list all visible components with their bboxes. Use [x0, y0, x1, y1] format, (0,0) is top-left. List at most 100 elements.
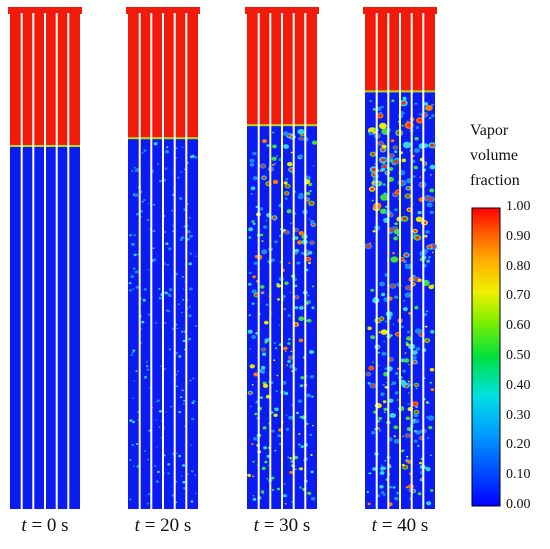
vapor-bubble [166, 263, 170, 266]
vapor-bubble [288, 338, 291, 341]
vapor-bubble [378, 331, 381, 334]
vapor-bubble [286, 209, 292, 214]
vapor-bubble [182, 288, 185, 290]
fuel-rod [138, 13, 141, 509]
vapor-bubble [381, 144, 387, 149]
vapor-bubble [275, 155, 278, 157]
vapor-bubble [146, 218, 150, 221]
vapor-bubble [311, 496, 316, 501]
vapor-bubble-core [404, 253, 409, 257]
vapor-bubble [411, 355, 417, 360]
vapor-bubble [417, 492, 422, 496]
fuel-rod [292, 13, 295, 509]
vapor-bubble [407, 380, 410, 383]
vapor-bubble [391, 99, 395, 103]
vapor-bubble [131, 420, 136, 424]
vapor-bubble [402, 141, 412, 149]
vapor-bubble [155, 401, 157, 403]
vapor-bubble [413, 165, 418, 170]
vapor-bubble [147, 203, 150, 205]
vapor-bubble [140, 210, 144, 213]
vapor-bubble [382, 162, 385, 164]
vapor-bubble [380, 392, 385, 397]
vapor-bubble-core [370, 187, 374, 191]
fuel-rod [281, 13, 283, 509]
vapor-bubble [283, 181, 288, 185]
vapor-bubble [141, 320, 145, 324]
vapor-bubble [177, 176, 180, 179]
vapor-bubble [128, 233, 133, 237]
vapor-bubble [295, 411, 300, 415]
vapor-bubble [298, 338, 304, 343]
vapor-bubble [248, 271, 252, 275]
vapor-bubble [428, 284, 435, 290]
vapor-bubble [377, 351, 381, 354]
vapor-bubble [247, 329, 253, 334]
vapor-bubble [283, 483, 286, 485]
vapor-bubble [270, 411, 274, 414]
vapor-bubble [394, 222, 398, 226]
vapor-bubble [309, 219, 315, 224]
vapor-bubble [382, 183, 386, 186]
vapor-bubble [379, 122, 387, 130]
vapor-bubble [182, 298, 185, 301]
vapor-bubble [384, 460, 387, 462]
vapor-bubble [164, 150, 170, 154]
vapor-bubble [158, 296, 162, 300]
vapor-bubble [288, 262, 291, 264]
vapor-bubble [143, 199, 146, 201]
vapor-bubble-core [406, 434, 410, 437]
vapor-bubble [249, 405, 252, 408]
vapor-bubble [311, 395, 314, 398]
vapor-bubble-core [394, 160, 398, 164]
colorbar-tick-label: 0.00 [506, 497, 531, 512]
colorbar-tick-label: 0.30 [506, 407, 531, 423]
vapor-bubble [147, 313, 151, 316]
vapor-bubble [168, 348, 172, 351]
vapor-bubble [155, 480, 159, 483]
vapor-bubble [248, 314, 252, 317]
vapor-bubble [412, 154, 415, 158]
vapor-bubble [194, 255, 197, 258]
vapor-bubble [163, 263, 167, 265]
vapor-bubble [380, 194, 389, 201]
vapor-bubble [401, 158, 407, 163]
vapor-bubble [135, 443, 139, 445]
vapor-bubble [305, 422, 309, 425]
time-value: = 20 s [144, 515, 192, 536]
vapor-bubble-core [369, 366, 373, 370]
vapor-bubble [298, 306, 304, 310]
vapor-bubble [415, 419, 420, 423]
vapor-bubble [308, 182, 313, 187]
vapor-bubble [253, 372, 259, 377]
vapor-bubble [307, 294, 310, 297]
vapor-bubble [426, 501, 432, 506]
vapor-bubble [407, 363, 410, 366]
vapor-bubble [277, 434, 282, 438]
vapor-bubble [253, 437, 258, 441]
vapor-bubble [311, 425, 314, 427]
vapor-bubble [265, 220, 268, 222]
vapor-bubble [430, 330, 435, 334]
vapor-bubble [300, 376, 305, 380]
vapor-bubble [165, 146, 169, 149]
vapor-bubble [189, 234, 194, 238]
vapor-bubble [262, 139, 267, 144]
vapor-bubble [429, 454, 432, 457]
vapor-bubble-core [401, 101, 406, 105]
vapor-bubble [164, 322, 167, 324]
vapor-bubble [288, 415, 294, 420]
vapor-bubble [289, 222, 293, 225]
vapor-bubble [249, 158, 255, 163]
vapor-bubble [406, 460, 412, 464]
vapor-bubble [283, 346, 288, 351]
vapor-bubble [371, 199, 374, 202]
vapor-bubble [393, 236, 398, 241]
vapor-bubble-core [305, 198, 309, 201]
time-symbol: t [134, 515, 140, 536]
vapor-bubble [175, 147, 178, 150]
vapor-bubble [179, 396, 183, 399]
vapor-bubble [426, 310, 429, 313]
colorbar-tick-label: 1.00 [506, 199, 531, 214]
vapor-bubble [271, 156, 277, 161]
